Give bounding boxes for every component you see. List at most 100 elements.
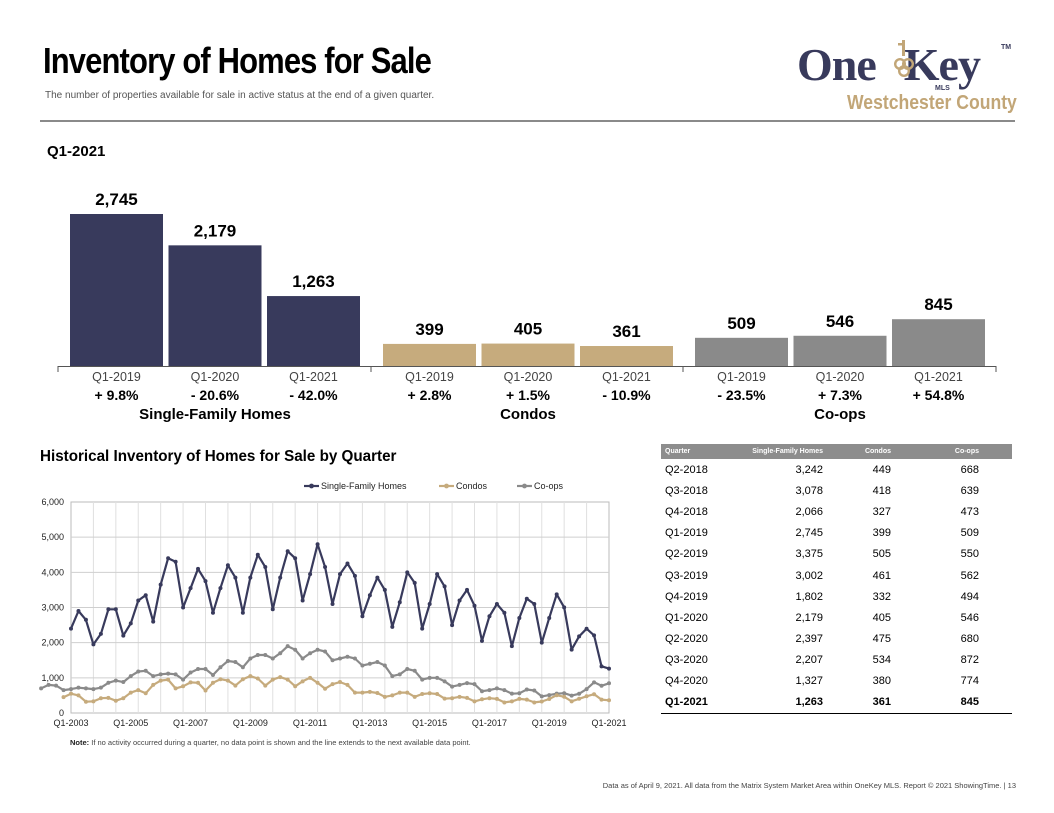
series-point [569,693,574,698]
series-point [517,691,522,696]
bar-value-label: 509 [727,314,755,333]
historical-chart-title: Historical Inventory of Homes for Sale b… [40,448,397,465]
x-tick-label: Q1-2013 [352,718,387,728]
series-point [203,579,208,584]
legend-swatch-marker [309,483,314,489]
series-point [98,631,103,636]
bar-value-label: 2,179 [194,221,237,240]
series-point [263,652,268,657]
series-point [278,675,283,680]
series-point [270,656,275,661]
table-cell: 2,207 [795,654,823,667]
series-point [248,656,253,661]
series-point [76,685,81,690]
series-point [338,572,342,577]
series-point [479,697,484,702]
series-point [472,682,477,687]
series-point [584,626,589,631]
series-point [218,665,223,670]
series-point [233,660,238,665]
bar-category-label: Q1-2019 [717,370,766,384]
series-point [584,694,589,699]
table-cell: 2,066 [795,505,823,518]
series-point [517,696,522,701]
series-point [427,691,432,696]
series-point [367,593,372,598]
bar-value-label: 399 [415,320,443,339]
legend-label: Single-Family Homes [321,481,407,491]
series-point [352,573,357,578]
series-point [502,700,507,705]
table-cell: Q2-2020 [665,633,708,646]
table-cell: 399 [872,527,891,540]
series-point [173,672,178,677]
series-point [375,660,380,665]
legend-swatch-marker [522,483,527,489]
series-point [196,667,201,672]
series-point [502,688,507,693]
series-point [577,691,582,696]
series-point [255,552,260,557]
table-cell: 2,745 [795,527,823,540]
series-point [106,695,111,700]
table-cell: 1,802 [795,590,823,603]
series-point [412,694,417,699]
series-point [382,587,387,592]
series-point [308,572,313,577]
series-point [308,675,313,680]
series-point [61,688,66,693]
series-point [352,690,357,695]
series-point [151,674,156,679]
series-point [599,697,604,702]
series-point [592,633,597,638]
series-point [166,671,171,676]
series-point [569,647,574,652]
bar-change-label: + 7.3% [818,387,863,403]
series-point [158,582,163,587]
y-tick-label: 5,000 [41,532,64,542]
table-header-cell: Co-ops [954,448,979,455]
chart-note: Note: If no activity occurred during a q… [70,738,471,747]
bar-value-label: 405 [514,320,542,339]
series-point [315,647,320,652]
series-point [76,693,81,698]
x-tick-label: Q1-2017 [472,718,507,728]
bar-category-label: Q1-2021 [914,370,963,384]
series-point [166,556,171,561]
series-point [166,677,171,682]
series-point [315,542,320,547]
table-cell: 534 [872,654,891,667]
series-point [91,687,96,692]
series-point [143,668,148,673]
series-point [255,676,260,681]
series-point [465,587,470,592]
table-cell: 327 [872,505,891,518]
bar-change-label: - 42.0% [289,387,338,403]
table-cell: 461 [872,569,891,582]
table-cell: 3,242 [795,463,823,476]
bar [70,214,163,366]
series-point [83,617,88,622]
bar-category-label: Q1-2020 [504,370,553,384]
x-tick-label: Q1-2011 [293,718,327,728]
bar-change-label: + 9.8% [95,387,140,403]
series-point [83,699,88,704]
series-point [509,644,514,649]
series-point [607,698,611,703]
legend-swatch-marker [444,483,449,489]
series-point [248,575,253,580]
table-cell: Q4-2020 [665,675,708,688]
series-point [562,694,567,699]
series-point [524,596,529,601]
page-subtitle: The number of properties available for s… [45,90,435,101]
series-point [136,669,141,674]
series-point [397,600,402,605]
series-point [509,691,514,696]
table-cell: Q1-2019 [665,527,708,540]
series-point [539,694,544,699]
series-point [188,680,193,685]
series-point [457,694,462,699]
series-point [330,682,335,687]
series-point [181,605,186,610]
series-point [487,688,492,693]
